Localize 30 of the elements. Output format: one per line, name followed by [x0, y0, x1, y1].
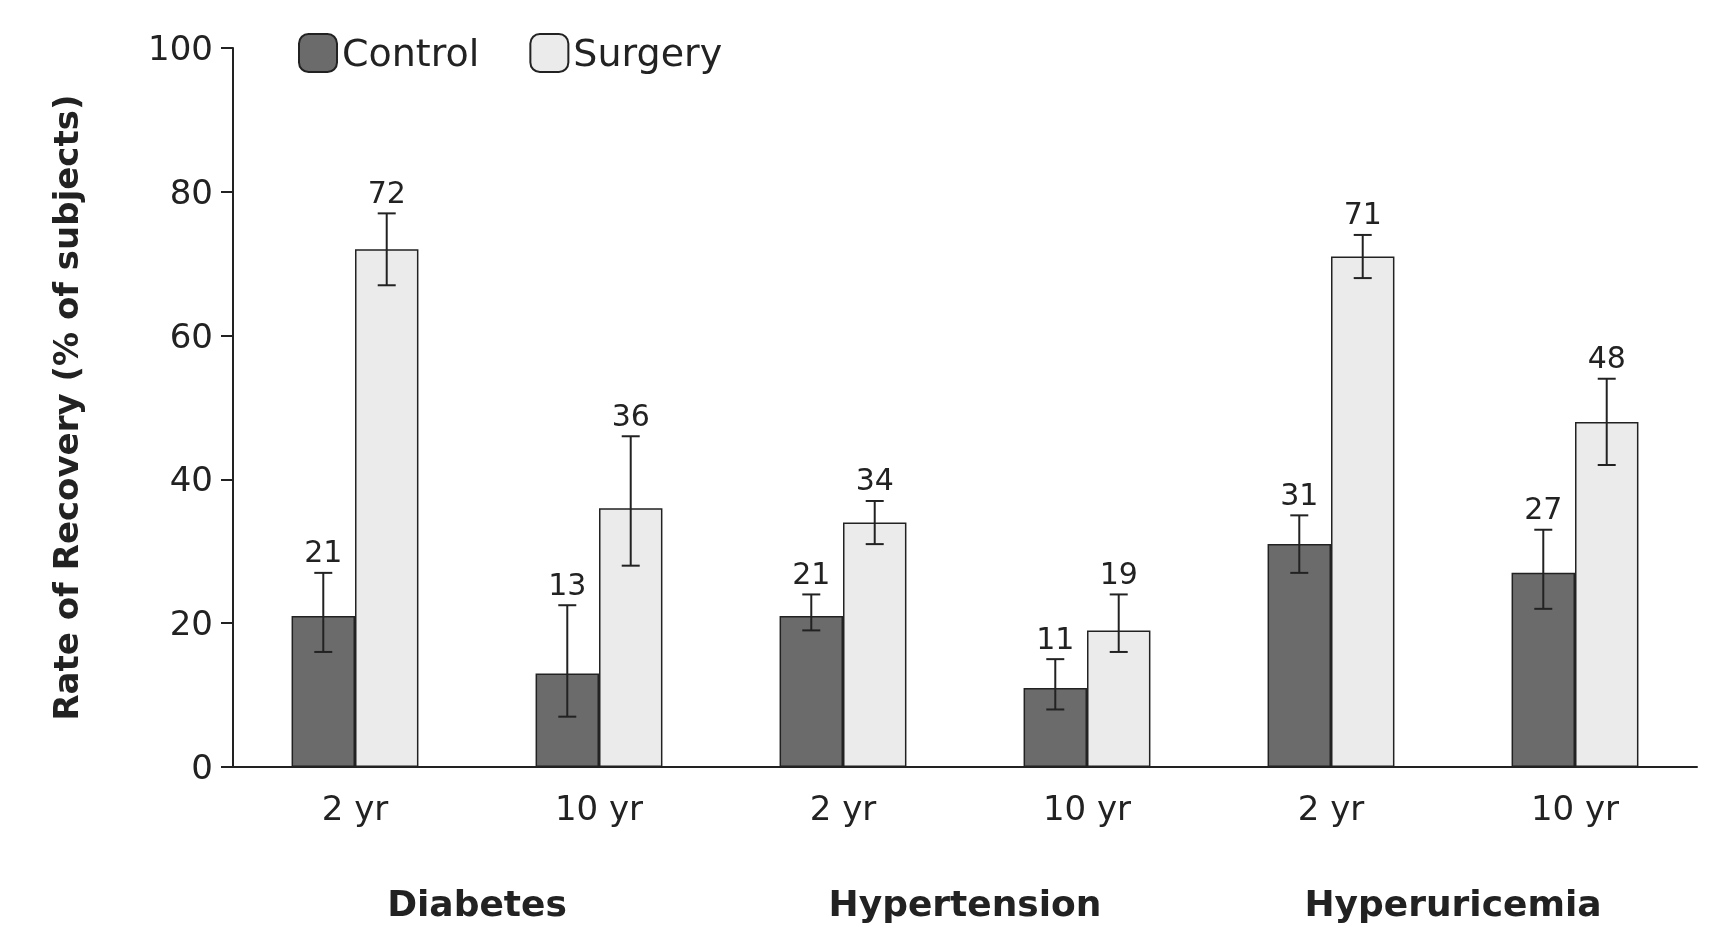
data-label: 11	[1036, 620, 1075, 656]
data-label: 19	[1099, 555, 1138, 591]
x-tick-label: 2 yr	[809, 788, 877, 828]
data-label: 36	[611, 397, 650, 433]
data-label: 13	[548, 566, 587, 602]
y-tick-label: 40	[169, 459, 213, 500]
y-tick-label: 100	[148, 28, 213, 68]
data-label: 71	[1343, 196, 1382, 232]
x-tick-label: 10 yr	[1530, 788, 1620, 828]
text: Hypertension	[828, 882, 1102, 924]
x-tick-label: 10 yr	[554, 788, 644, 828]
legend-label: Control	[342, 31, 480, 75]
x-tick-label: 2 yr	[1297, 788, 1365, 828]
data-label: 27	[1524, 491, 1563, 527]
data-label: 31	[1280, 476, 1319, 512]
y-tick-label: 0	[191, 747, 213, 787]
x-tick-label: 2 yr	[321, 788, 389, 828]
data-label: 34	[855, 462, 894, 498]
y-tick-label: 60	[169, 315, 213, 356]
data-label: 21	[792, 555, 831, 591]
y-tick-label: 20	[169, 603, 213, 644]
text: Diabetes	[387, 882, 567, 924]
x-tick-label: 10 yr	[1042, 788, 1132, 828]
data-label: 72	[367, 174, 406, 210]
y-tick-label: 80	[169, 171, 213, 212]
legend-label: Surgery	[573, 31, 723, 75]
y-axis-title: Rate of Recovery (% of subjects)	[46, 94, 86, 721]
data-label: 21	[304, 534, 343, 570]
data-label: 48	[1587, 340, 1626, 376]
text: Hyperuricemia	[1304, 882, 1602, 924]
